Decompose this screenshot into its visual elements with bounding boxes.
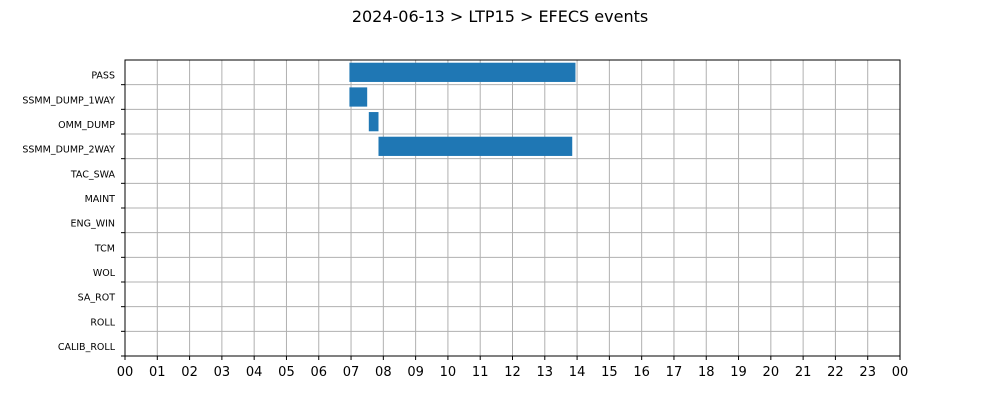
x-tick-label: 02 [181,365,198,380]
x-tick-label: 13 [537,365,554,380]
grid-lines [124,60,901,357]
y-tick-label: ENG_WIN [70,219,115,230]
x-tick-labels: 00 01 02 03 04 05 06 07 08 09 10 11 12 13 14 15 16 17 18 19… [117,365,909,380]
x-tick-label: 10 [440,365,457,380]
x-tick-label: 01 [149,365,166,380]
x-tick-label: 19 [730,365,747,380]
x-tick-label: 09 [407,365,424,380]
x-tick-label: 08 [375,365,392,380]
x-tick-label: 05 [278,365,295,380]
x-tick-label: 20 [763,365,780,380]
x-tick-label: 11 [472,365,489,380]
x-tick-label: 12 [504,365,521,380]
y-tick-label: SA_ROT [78,293,116,304]
x-tick-label: 00 [892,365,909,380]
x-tick-label: 14 [569,365,586,380]
x-tick-label: 22 [827,365,844,380]
event-bars [349,62,576,156]
event-bar-omm-dump [368,112,379,132]
event-bar-ssmm-dump-1way [349,87,368,107]
x-tick-label: 07 [343,365,360,380]
y-tick-label: PASS [91,71,115,82]
x-tick-label: 03 [214,365,231,380]
x-tick-label: 17 [666,365,683,380]
y-tick-label: TCM [94,243,115,254]
y-tick-label: MAINT [85,194,116,205]
x-tick-label: 15 [601,365,618,380]
event-bar-ssmm-dump-2way [378,136,573,156]
y-tick-label: ROLL [90,317,115,328]
y-tick-label: SSMM_DUMP_2WAY [22,145,115,156]
y-tick-label: CALIB_ROLL [58,342,116,353]
y-tick-label: TAC_SWA [70,169,116,180]
y-tick-label: WOL [93,268,116,279]
axes [121,59,901,360]
x-tick-label: 21 [795,365,812,380]
y-tick-labels: PASS SSMM_DUMP_1WAY OMM_DUMP SSMM_DUMP_2WAY… [22,71,115,353]
x-tick-label: 18 [698,365,715,380]
x-tick-label: 06 [310,365,327,380]
chart-title: 2024-06-13 > LTP15 > EFECS events [352,7,648,26]
y-tick-label: SSMM_DUMP_1WAY [22,95,115,106]
event-bar-pass [349,62,576,82]
x-tick-label: 04 [246,365,263,380]
x-tick-label: 16 [633,365,650,380]
x-tick-label: 00 [117,365,134,380]
x-tick-label: 23 [859,365,876,380]
y-tick-label: OMM_DUMP [58,120,115,131]
